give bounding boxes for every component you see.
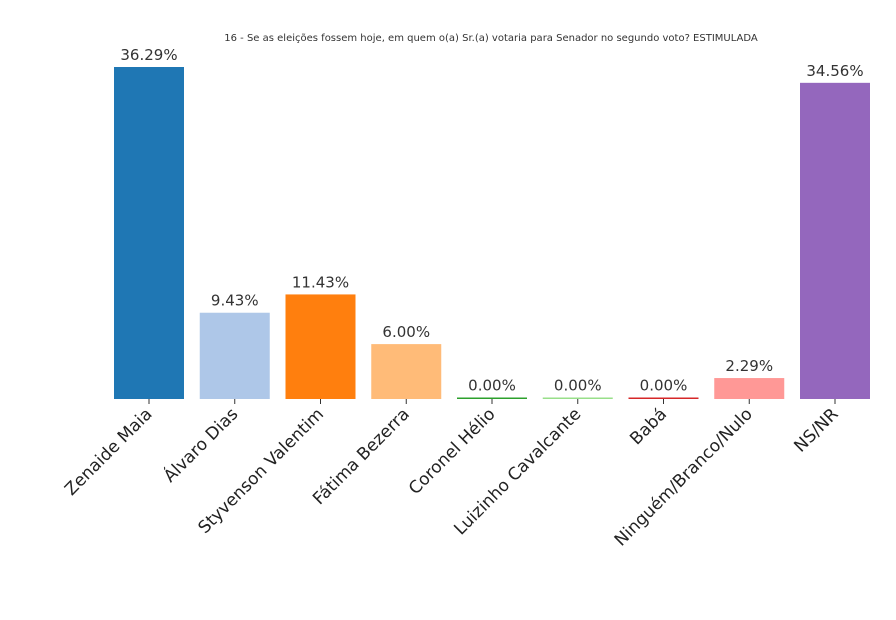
x-tick-label-1: Álvaro Dias xyxy=(159,403,243,487)
value-label-7: 2.29% xyxy=(725,357,773,375)
bar-4 xyxy=(457,397,527,399)
value-labels-layer: 36.29% 9.43% 11.43% 6.00% 0.00% 0.00% 0.00% 2.2… xyxy=(120,46,863,395)
value-label-6: 0.00% xyxy=(640,377,688,395)
x-tick-label-4: Coronel Hélio xyxy=(405,404,500,499)
bar-2 xyxy=(285,294,356,399)
bar-1 xyxy=(199,312,270,399)
value-label-5: 0.00% xyxy=(554,377,602,395)
chart-title: 16 - Se as eleições fossem hoje, em quem… xyxy=(224,33,758,44)
value-label-3: 6.00% xyxy=(382,323,430,341)
bar-5 xyxy=(542,397,613,399)
value-label-2: 11.43% xyxy=(292,273,349,291)
x-tick-label-0: Zenaide Maia xyxy=(61,404,156,499)
bar-6 xyxy=(628,397,699,399)
value-label-0: 36.29% xyxy=(120,46,177,64)
value-label-1: 9.43% xyxy=(211,292,259,310)
bar-3 xyxy=(371,344,442,399)
x-tick-label-7: Ninguém/Branco/Nulo xyxy=(611,404,757,550)
value-label-4: 0.00% xyxy=(468,377,516,395)
bar-7 xyxy=(714,378,785,399)
x-tick-label-6: Babá xyxy=(626,404,671,449)
bar-8 xyxy=(800,82,870,399)
bars-layer xyxy=(114,67,870,399)
value-label-8: 34.56% xyxy=(806,62,863,80)
x-tick-label-8: NS/NR xyxy=(790,404,842,456)
bar-0 xyxy=(114,67,184,399)
